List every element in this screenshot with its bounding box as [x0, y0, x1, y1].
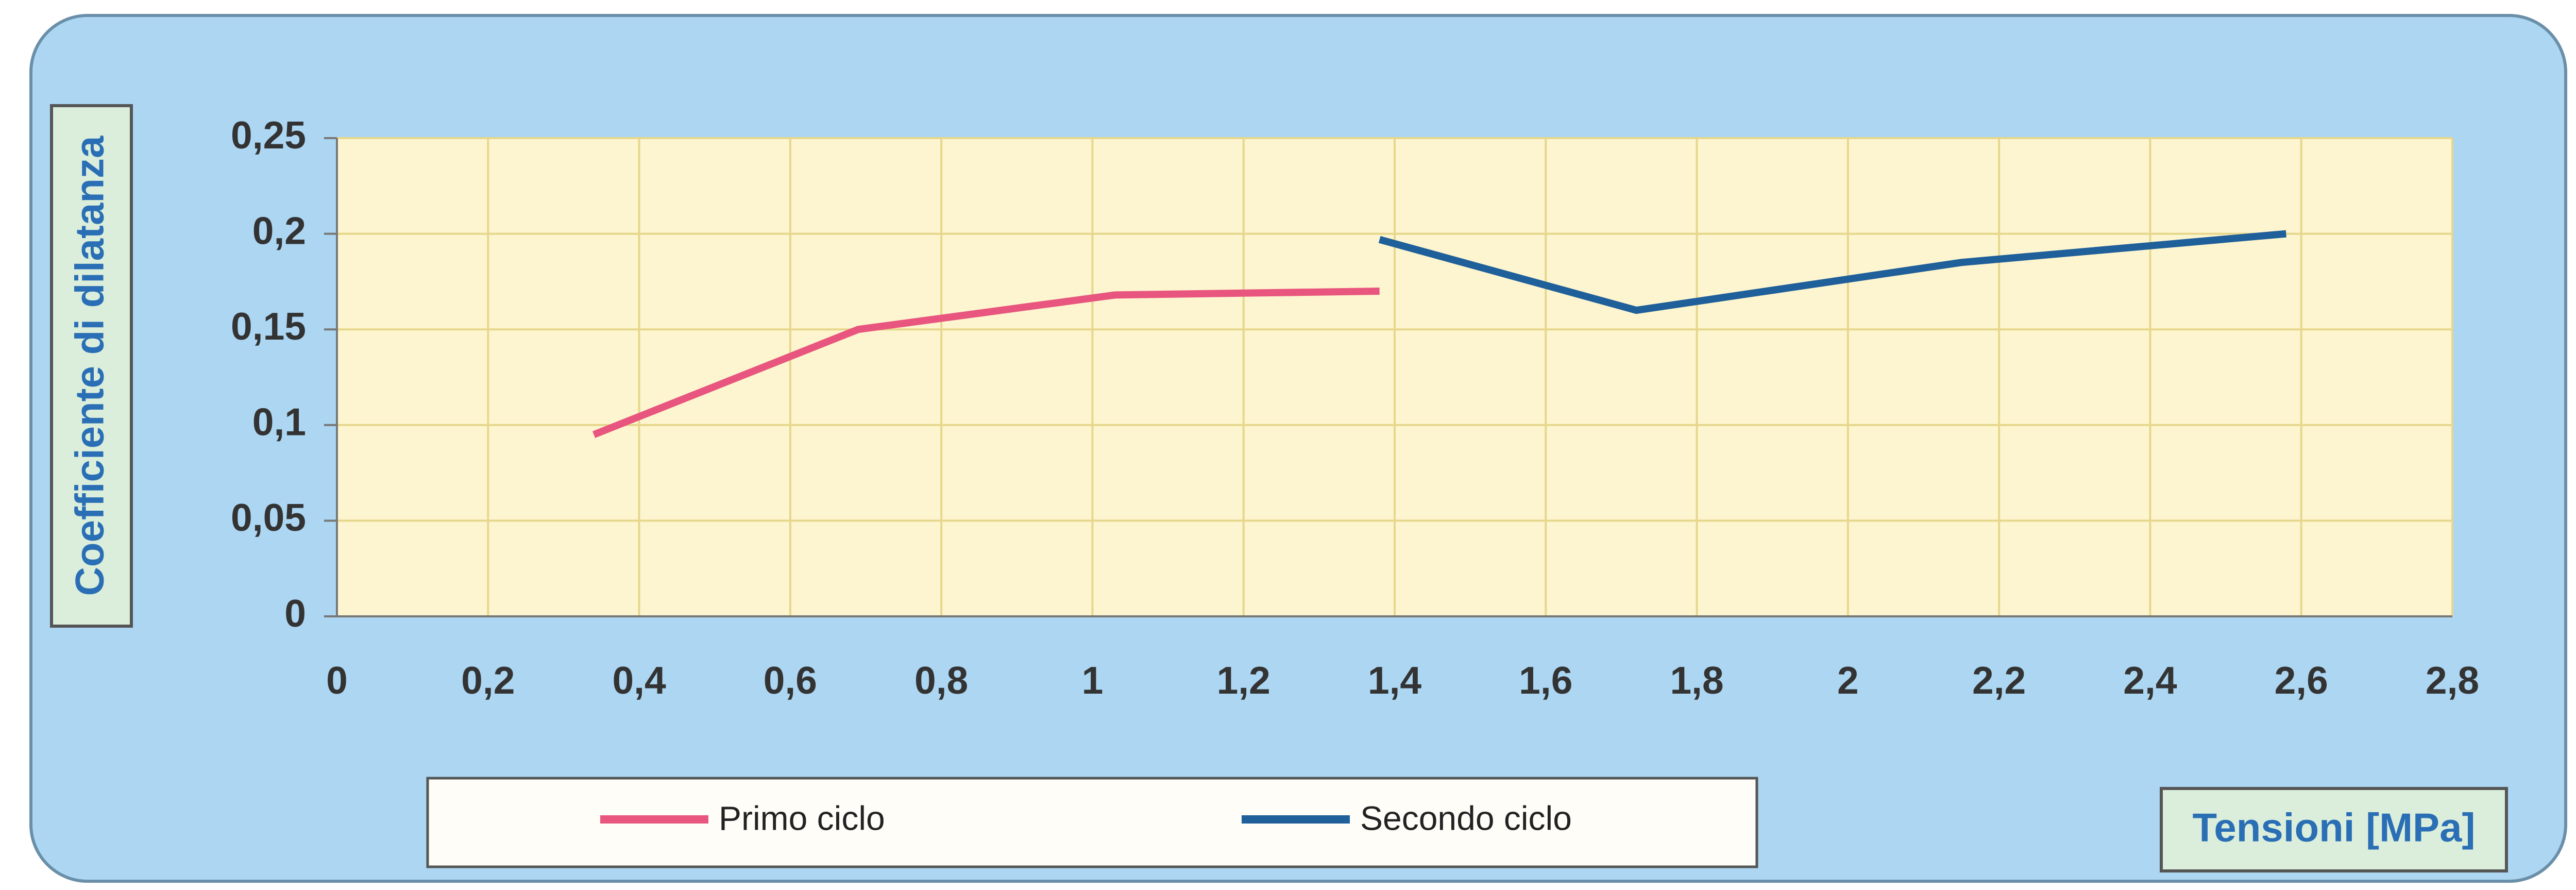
x-tick-label: 2,8 [2426, 659, 2479, 702]
x-label-box [2160, 787, 2508, 872]
legend-label: Primo ciclo [719, 799, 885, 837]
legend-label: Secondo ciclo [1360, 799, 1572, 837]
x-tick-label: 0,4 [612, 659, 666, 702]
x-tick-label: 1,6 [1519, 659, 1572, 702]
x-tick-label: 0,6 [764, 659, 817, 702]
y-label-box [50, 104, 133, 628]
y-tick-label: 0,05 [231, 496, 306, 539]
y-axis-title: Coefficiente di dilatanza [67, 136, 112, 596]
x-tick-label: 2,2 [1972, 659, 2026, 702]
y-tick-label: 0,2 [252, 209, 306, 252]
y-tick-label: 0,25 [231, 113, 306, 157]
y-tick-label: 0 [284, 592, 306, 635]
x-tick-label: 2,4 [2123, 659, 2177, 702]
x-tick-label: 1,2 [1217, 659, 1270, 702]
x-tick-label: 1,4 [1368, 659, 1422, 702]
x-tick-label: 0,2 [461, 659, 515, 702]
series-line [1378, 230, 2287, 314]
x-tick-label: 0 [326, 659, 348, 702]
y-tick-label: 0,1 [252, 400, 306, 444]
x-tick-label: 1,8 [1670, 659, 1723, 702]
x-tick-label: 2,6 [2275, 659, 2328, 702]
x-tick-label: 0,8 [914, 659, 968, 702]
x-axis-title: Tensioni [MPa] [2193, 805, 2476, 850]
x-tick-label: 2 [1837, 659, 1859, 702]
x-tick-label: 1 [1082, 659, 1104, 702]
series-line [592, 287, 1380, 438]
y-tick-label: 0,15 [231, 305, 306, 348]
